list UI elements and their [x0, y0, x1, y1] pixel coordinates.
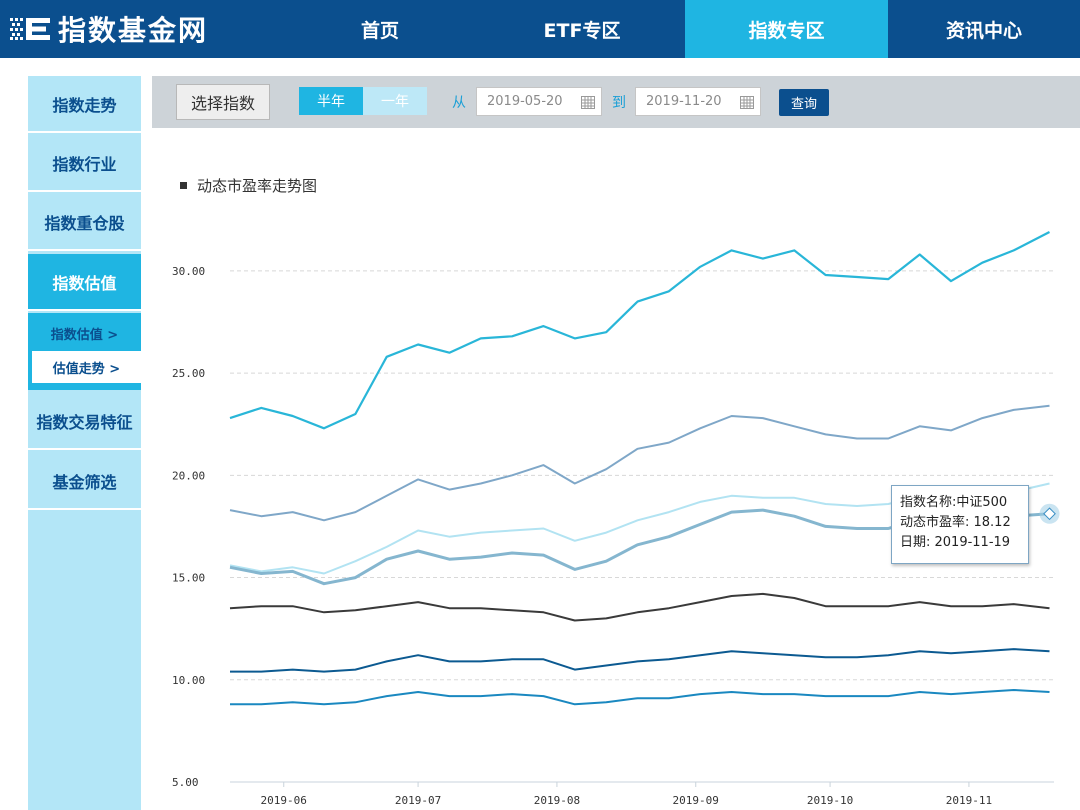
y-tick-label: 15.00	[172, 572, 205, 585]
tab-half-year[interactable]: 半年	[299, 87, 363, 115]
select-index-button[interactable]: 选择指数	[176, 84, 270, 120]
series-line-4	[229, 592, 1050, 622]
to-date-value: 2019-11-20	[646, 94, 722, 109]
chart-title: 动态市盈率走势图	[180, 175, 317, 196]
sidebar-item-index-trend[interactable]: 指数走势	[28, 76, 141, 133]
from-label: 从	[452, 95, 466, 111]
x-tick-label: 2019-09	[673, 794, 719, 807]
x-tick-label: 2019-10	[807, 794, 853, 807]
sidebar-item-trading-features[interactable]: 指数交易特征	[28, 393, 141, 450]
series-line-5	[230, 648, 1050, 673]
x-tick-label: 2019-07	[395, 794, 441, 807]
sidebar-item-valuation[interactable]: 指数估值	[28, 254, 141, 311]
nav-news[interactable]: 资讯中心	[945, 19, 1022, 42]
to-label: 到	[612, 95, 626, 111]
tab-one-year[interactable]: 一年	[363, 87, 427, 115]
y-tick-label: 20.00	[172, 469, 205, 482]
chart-title-text: 动态市盈率走势图	[197, 177, 318, 195]
sidebar-item-index-industry[interactable]: 指数行业	[28, 135, 141, 192]
x-tick-label: 2019-06	[261, 794, 307, 807]
hover-point	[1043, 507, 1056, 521]
chart-tooltip: 指数名称:中证500 动态市盈率: 18.12 日期: 2019-11-19	[891, 485, 1029, 564]
tooltip-index-name: 指数名称:中证500	[900, 495, 1008, 510]
submenu-item-valuation-trend[interactable]: 估值走势 >	[32, 351, 141, 383]
x-tick-label: 2019-11	[946, 794, 992, 807]
sidebar-submenu: 指数估值 > 估值走势 >	[28, 313, 141, 390]
y-tick-label: 25.00	[172, 367, 205, 380]
top-navigation: 指数基金网 首页 ETF专区 指数专区 资讯中心	[0, 0, 1080, 58]
from-date-input[interactable]: 2019-05-20	[476, 87, 602, 116]
logo-text: 指数基金网	[58, 14, 209, 47]
to-date-input[interactable]: 2019-11-20	[635, 87, 761, 116]
logo-icon	[10, 16, 54, 42]
y-tick-label: 10.00	[172, 674, 205, 687]
tooltip-date: 日期: 2019-11-19	[900, 535, 1011, 550]
nav-index[interactable]: 指数专区	[685, 0, 888, 58]
calendar-icon[interactable]	[581, 95, 595, 109]
series-line-0	[229, 231, 1051, 430]
nav-etf[interactable]: ETF专区	[543, 19, 621, 42]
series-line-1	[229, 404, 1050, 522]
chart-series	[229, 231, 1051, 706]
from-date-value: 2019-05-20	[487, 94, 563, 109]
y-tick-label: 30.00	[172, 265, 205, 278]
series-line-6	[230, 689, 1050, 706]
chart-grid	[230, 270, 1054, 783]
sidebar-item-heavy-stocks[interactable]: 指数重仓股	[28, 194, 141, 251]
sidebar-item-fund-filter[interactable]: 基金筛选	[28, 453, 141, 510]
sidebar: 指数走势 指数行业 指数重仓股 指数估值 指数估值 > 估值走势 > 指数交易特…	[28, 76, 141, 810]
x-tick-label: 2019-08	[534, 794, 580, 807]
submenu-item-valuation[interactable]: 指数估值 >	[50, 327, 119, 343]
query-bar: 选择指数 半年 一年 从 2019-05-20 到 2019-11-20 查询	[152, 76, 1080, 128]
site-logo[interactable]: 指数基金网	[10, 0, 208, 58]
submenu-divider	[32, 385, 141, 387]
x-axis-ticks: 2019-06 2019-07 2019-08 2019-09 2019-10 2019-…	[261, 782, 992, 807]
hover-marker	[1039, 503, 1060, 524]
nav-home[interactable]: 首页	[360, 19, 399, 42]
y-axis-ticks: 5.00 10.00 15.00 20.00 25.00 30.00	[172, 265, 205, 789]
calendar-icon[interactable]	[740, 95, 754, 109]
tooltip-pe-value: 动态市盈率: 18.12	[900, 515, 1011, 530]
y-tick-label: 5.00	[172, 776, 199, 789]
legend-square-icon	[180, 182, 187, 189]
query-button[interactable]: 查询	[779, 89, 829, 116]
